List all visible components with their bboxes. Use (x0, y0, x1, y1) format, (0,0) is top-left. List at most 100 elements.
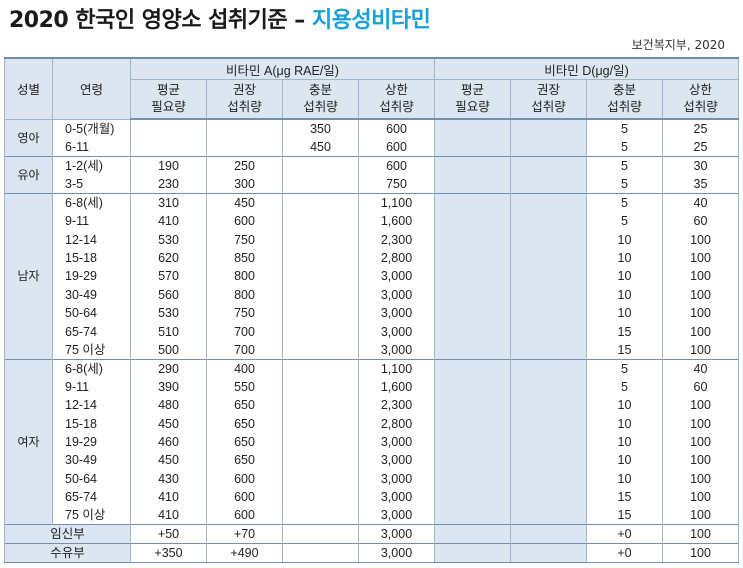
vitamin-a-cell-2 (282, 322, 359, 341)
title-accent: 지용성비타민 (311, 8, 431, 33)
vitamin-d-cell-1 (510, 193, 587, 212)
table-header: 성별 연령 비타민 A(μg RAE/일) 비타민 D(μg/일) 평균 필요량 권… (4, 57, 740, 120)
vitamin-a-cell-3: 3,000 (358, 267, 435, 286)
age-cell: 3-5 (52, 175, 131, 194)
group-label: 여자 (4, 358, 53, 525)
vitamin-d-cell-2: 10 (586, 414, 663, 433)
vitamin-d-cell-1 (510, 175, 587, 194)
vitamin-a-cell-1 (206, 118, 283, 138)
vitamin-a-cell-2 (282, 230, 359, 249)
vitamin-a-cell-0: 510 (130, 322, 207, 341)
subheader-line2: 섭취량 (531, 100, 566, 114)
vitamin-d-cell-3: 100 (661, 285, 740, 304)
subheader-line2: 섭취량 (303, 100, 338, 114)
vitamin-d-cell-3: 100 (661, 322, 740, 341)
vitamin-d-cell-2: 5 (586, 118, 663, 138)
subheader-line1: 상한 (384, 83, 408, 97)
page-title: 2020 한국인 영양소 섭취기준 – 지용성비타민 (9, 4, 431, 38)
vitamin-a-cell-0: 530 (130, 230, 207, 249)
subheader-line1: 상한 (689, 83, 713, 97)
group-label: 유아 (4, 156, 53, 194)
vitamin-d-cell-1 (510, 396, 587, 415)
vitamin-d-cell-0 (434, 285, 511, 304)
vitamin-a-cell-0: +350 (130, 543, 207, 564)
vitamin-a-cell-3: 2,800 (358, 248, 435, 268)
table-row: 12-14 480 650 2,300 10 100 (5, 396, 740, 415)
vitamin-d-cell-3: 100 (661, 506, 740, 525)
vitamin-d-cell-1 (510, 248, 587, 268)
vitamin-a-cell-0: 390 (130, 377, 207, 397)
vitamin-a-cell-2 (282, 414, 359, 433)
vitamin-a-cell-2: 450 (282, 138, 359, 157)
vitamin-a-cell-3: 3,000 (358, 303, 435, 323)
vitamin-a-cell-3: 600 (358, 138, 435, 157)
vitamin-a-cell-3: 2,800 (358, 414, 435, 433)
vitamin-d-cell-3: 35 (661, 175, 740, 194)
vitamin-a-cell-2 (282, 303, 359, 323)
table-row: 9-11 410 600 1,600 5 60 (5, 212, 740, 231)
vitamin-d-cell-3: 100 (661, 248, 740, 268)
vitamin-a-cell-1: 550 (206, 377, 283, 397)
vitamin-a-cell-1: +490 (206, 543, 283, 564)
vitamin-a-cell-3: 600 (358, 118, 435, 138)
subheader-line1: 충분 (308, 83, 332, 97)
vitamin-a-cell-2 (282, 469, 359, 489)
vitamin-d-cell-0 (434, 230, 511, 249)
vitamin-d-cell-1 (510, 414, 587, 433)
vitamin-a-cell-0 (130, 138, 207, 157)
vitamin-d-cell-2: 10 (586, 248, 663, 268)
subheader-line1: 권장 (232, 83, 256, 97)
age-cell: 12-14 (52, 230, 131, 249)
age-cell: 6-8(세) (52, 358, 131, 378)
vitamin-a-cell-1: 850 (206, 248, 283, 268)
vitamin-d-cell-0 (434, 118, 511, 138)
vitamin-d-cell-1 (510, 506, 587, 525)
subheader-d-1: 권장 섭취량 (510, 79, 587, 120)
vitamin-d-cell-1 (510, 543, 587, 564)
vitamin-d-cell-1 (510, 118, 587, 138)
age-cell: 0-5(개월) (52, 118, 131, 138)
vitamin-a-cell-3: 3,000 (358, 451, 435, 470)
vitamin-d-cell-2: 5 (586, 138, 663, 157)
vitamin-d-cell-0 (434, 340, 511, 360)
vitamin-a-cell-2 (282, 193, 359, 212)
vitamin-a-cell-3: 3,000 (358, 322, 435, 341)
table-row: 19-29 460 650 3,000 10 100 (5, 432, 740, 452)
subheader-a-1: 권장 섭취량 (206, 79, 283, 120)
vitamin-a-cell-2 (282, 340, 359, 360)
subheader-line2: 섭취량 (607, 100, 642, 114)
vitamin-a-cell-0: 480 (130, 396, 207, 415)
vitamin-d-cell-2: 15 (586, 340, 663, 360)
vitamin-d-cell-2: 15 (586, 506, 663, 525)
table-row: 65-74 510 700 3,000 15 100 (5, 322, 740, 341)
table-row: 영아 0-5(개월) 350 600 5 25 (4, 118, 740, 157)
age-cell: 19-29 (52, 432, 131, 452)
vitamin-d-cell-2: 5 (586, 193, 663, 212)
age-cell: 30-49 (52, 285, 131, 304)
vitamin-a-cell-1: 450 (206, 193, 283, 212)
vitamin-a-cell-0: 530 (130, 303, 207, 323)
vitamin-d-cell-3: 100 (661, 451, 740, 470)
vitamin-d-cell-2: 15 (586, 488, 663, 507)
vitamin-a-cell-2 (282, 451, 359, 470)
vitamin-d-cell-0 (434, 451, 511, 470)
vitamin-a-cell-2 (282, 248, 359, 268)
vitamin-a-cell-1: 400 (206, 358, 283, 378)
vitamin-a-cell-3: 3,000 (358, 506, 435, 525)
table-row: 유아 1-2(세) 190 250 600 5 30 (4, 156, 740, 194)
vitamin-d-cell-0 (434, 248, 511, 268)
header-sex: 성별 (4, 57, 53, 120)
vitamin-d-cell-2: 5 (586, 175, 663, 194)
vitamin-d-cell-3: 40 (661, 358, 740, 378)
vitamin-a-cell-0: +50 (130, 524, 207, 544)
vitamin-a-cell-0: 620 (130, 248, 207, 268)
vitamin-a-cell-2 (282, 506, 359, 525)
vitamin-d-cell-0 (434, 322, 511, 341)
vitamin-a-cell-2 (282, 156, 359, 175)
vitamin-d-cell-0 (434, 396, 511, 415)
age-cell: 6-8(세) (52, 193, 131, 212)
table-row: 75 이상 410 600 3,000 15 100 (5, 506, 740, 525)
vitamin-d-cell-1 (510, 230, 587, 249)
vitamin-a-cell-1: 600 (206, 469, 283, 489)
table-row: 50-64 530 750 3,000 10 100 (5, 303, 740, 323)
